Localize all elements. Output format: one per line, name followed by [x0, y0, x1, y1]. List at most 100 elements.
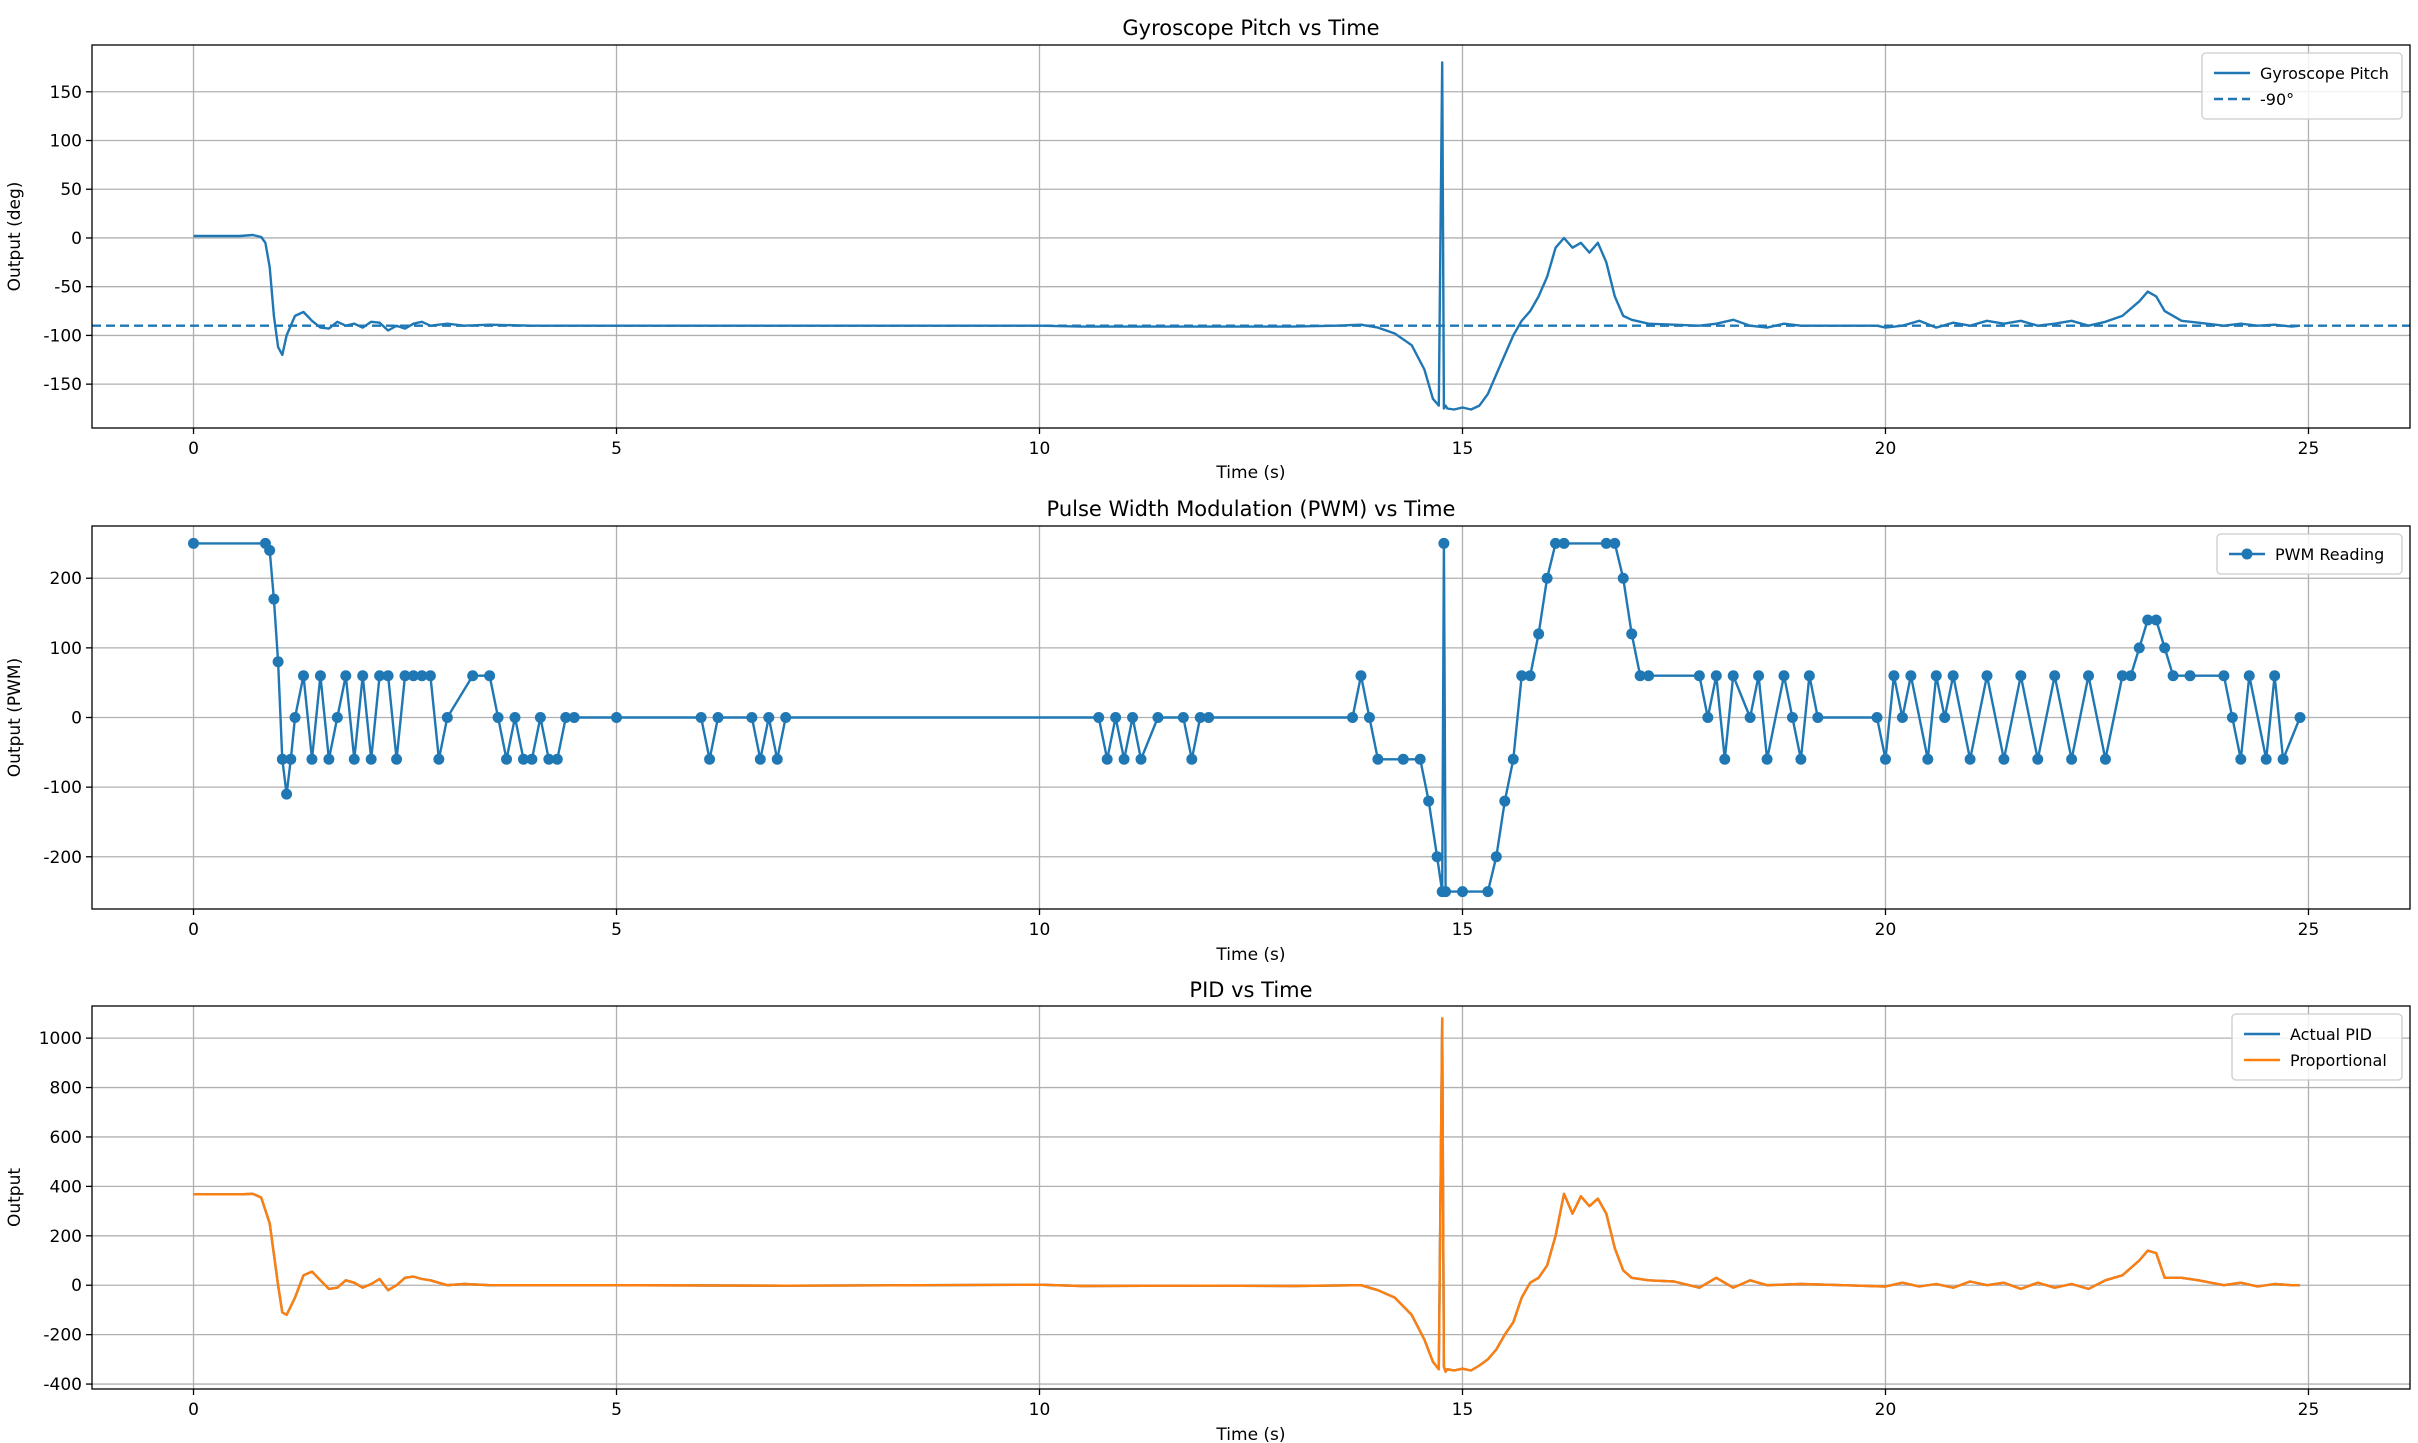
data-point	[2294, 712, 2306, 723]
chart-title: Gyroscope Pitch vs Time	[1122, 16, 1379, 40]
data-point	[272, 656, 284, 668]
y-tick-label: -50	[54, 278, 82, 298]
data-point	[433, 753, 445, 765]
data-point	[2099, 753, 2111, 765]
data-point	[188, 537, 200, 549]
data-point	[1490, 851, 1502, 863]
data-point	[2226, 712, 2238, 723]
data-point	[1617, 572, 1629, 584]
legend: Actual PID Proportional	[2231, 1013, 2403, 1081]
pid-subplot: 0 5 10 15 20 25 -400 -200 0 200 400 600 800 1000 PID v…	[5, 978, 2411, 1443]
data-point	[1397, 753, 1409, 765]
x-tick-label: 20	[1875, 1400, 1897, 1420]
x-tick-label: 10	[1029, 1400, 1051, 1420]
legend-label: PWM Reading	[2275, 545, 2384, 564]
data-point	[1347, 712, 1359, 723]
data-point	[399, 670, 411, 682]
data-point	[517, 753, 529, 765]
data-point	[2243, 670, 2255, 682]
x-axis-label: Time (s)	[1215, 463, 1285, 483]
data-point	[365, 753, 377, 765]
data-point	[1786, 712, 1798, 723]
data-point	[357, 670, 369, 682]
data-point	[276, 753, 288, 765]
x-tick-label: 20	[1875, 439, 1897, 459]
data-point	[268, 593, 280, 605]
data-point	[1609, 537, 1621, 549]
y-axis-label: Output	[5, 1168, 25, 1227]
series-line-proportional	[193, 1017, 2300, 1373]
data-point	[1110, 712, 1122, 723]
data-point	[1896, 712, 1908, 723]
chart-title: Pulse Width Modulation (PWM) vs Time	[1047, 497, 1456, 521]
y-tick-label: -200	[43, 1326, 82, 1346]
data-point	[1939, 712, 1951, 723]
data-point	[1135, 753, 1147, 765]
data-point	[1710, 670, 1722, 682]
data-point	[2184, 670, 2196, 682]
data-point	[1634, 670, 1646, 682]
data-point	[1541, 572, 1553, 584]
data-point	[746, 712, 758, 723]
data-point	[1524, 670, 1536, 682]
data-point	[1516, 670, 1528, 682]
x-tick-label: 25	[2298, 920, 2320, 940]
y-tick-label: -100	[43, 778, 82, 798]
data-point	[1440, 886, 1452, 898]
data-point	[2260, 753, 2272, 765]
legend-label: Proportional	[2290, 1051, 2387, 1070]
data-point	[1194, 712, 1206, 723]
y-tick-label: -100	[43, 326, 82, 346]
data-point	[331, 712, 343, 723]
data-point	[1871, 712, 1883, 723]
data-point	[771, 753, 783, 765]
data-point	[424, 670, 436, 682]
data-point	[2277, 753, 2289, 765]
y-tick-label: 100	[50, 639, 82, 659]
data-point	[2083, 670, 2095, 682]
data-point	[1753, 670, 1765, 682]
x-tick-label: 10	[1029, 439, 1051, 459]
data-point	[1803, 670, 1815, 682]
data-point	[2235, 753, 2247, 765]
y-axis-label: Output (deg)	[5, 182, 25, 292]
data-point	[1643, 670, 1655, 682]
data-point	[281, 788, 293, 800]
data-point	[1558, 537, 1570, 549]
data-point	[1101, 753, 1113, 765]
legend-box	[2201, 52, 2403, 120]
data-point	[2218, 670, 2230, 682]
y-tick-label: 50	[60, 180, 82, 200]
axes-frame	[91, 44, 2411, 429]
data-point	[297, 670, 309, 682]
data-point	[1964, 753, 1976, 765]
x-tick-label: 20	[1875, 920, 1897, 940]
y-tick-label: 200	[50, 569, 82, 589]
data-point	[289, 712, 301, 723]
data-point	[1118, 753, 1130, 765]
y-tick-label: 150	[50, 83, 82, 103]
data-point	[1727, 670, 1739, 682]
data-point	[611, 712, 623, 723]
x-tick-label: 0	[188, 1400, 199, 1420]
data-point	[551, 753, 563, 765]
x-tick-label: 15	[1452, 920, 1474, 940]
data-point	[1456, 886, 1468, 898]
data-point	[285, 753, 297, 765]
data-point	[1507, 753, 1519, 765]
data-point	[2049, 670, 2061, 682]
data-point	[2269, 670, 2281, 682]
data-point	[416, 670, 428, 682]
data-point	[1203, 712, 1215, 723]
y-tick-label: 0	[71, 709, 82, 729]
legend: Gyroscope Pitch -90°	[2201, 52, 2403, 120]
y-tick-label: 800	[50, 1079, 82, 1099]
data-point	[1177, 712, 1189, 723]
pwm-subplot: 0 5 10 15 20 25 -200 -100 0 100 200 Pulse Width Mod…	[5, 497, 2411, 965]
data-point	[1482, 886, 1494, 898]
data-point	[1431, 851, 1443, 863]
data-point	[2167, 670, 2179, 682]
y-tick-label: -400	[43, 1375, 82, 1395]
legend-label: -90°	[2260, 90, 2294, 109]
data-point	[323, 753, 335, 765]
